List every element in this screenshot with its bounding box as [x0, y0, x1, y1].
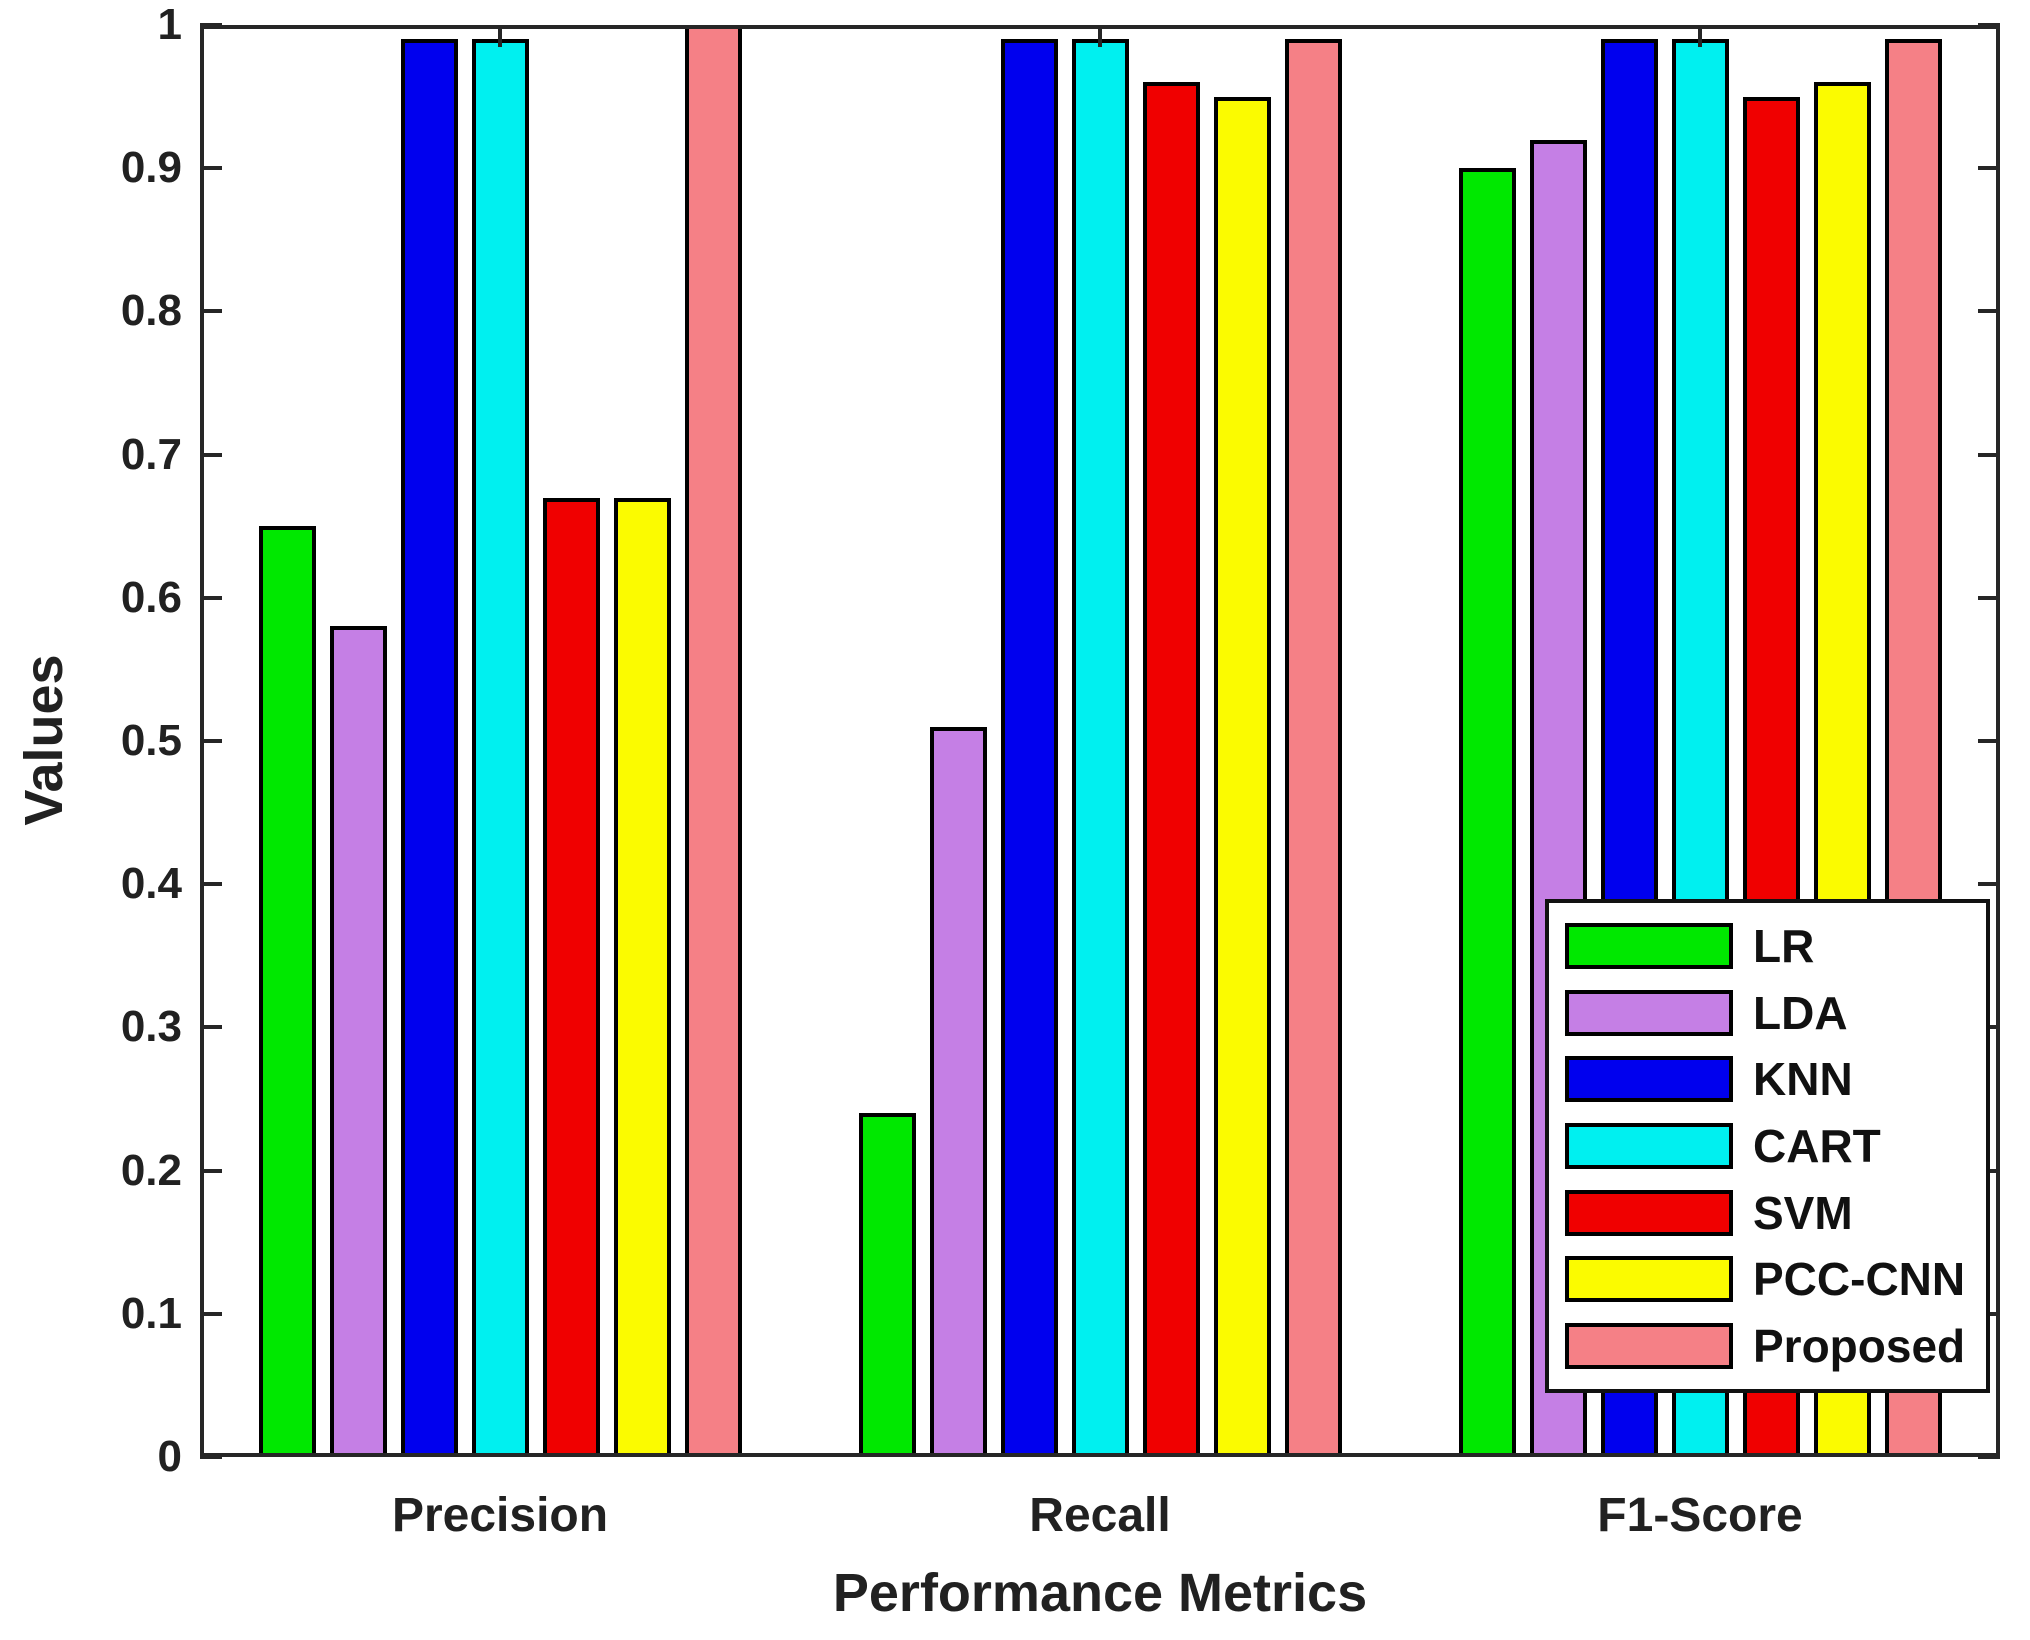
y-tick-left-0.8: [200, 309, 222, 314]
legend-label-pcc-cnn: PCC-CNN: [1753, 1253, 1966, 1306]
bar-lda-recall: [929, 726, 987, 1457]
y-tick-left-0.6: [200, 595, 222, 600]
bar-pcc-cnn-recall: [1213, 96, 1271, 1457]
x-tick-top-2: [1098, 25, 1102, 47]
legend-row-lr: LR: [1565, 921, 1978, 971]
legend-label-proposed: Proposed: [1753, 1319, 1966, 1372]
bar-proposed-precision: [684, 25, 742, 1457]
y-tick-label-0.5: 0.5: [120, 716, 182, 765]
y-tick-label-0.8: 0.8: [120, 286, 182, 336]
bar-svm-recall: [1142, 82, 1200, 1457]
legend-row-knn: KNN: [1565, 1054, 1978, 1104]
bar-pcc-cnn-precision: [613, 497, 671, 1457]
legend-swatch-pcc-cnn: [1565, 1256, 1733, 1303]
legend-label-cart: CART: [1753, 1119, 1881, 1172]
legend-swatch-lr: [1565, 923, 1733, 970]
y-tick-label-0.3: 0.3: [120, 1002, 182, 1052]
x-tick-top-3: [1698, 25, 1702, 47]
y-tick-label-0.4: 0.4: [120, 859, 182, 909]
y-tick-right-0: [1978, 1455, 2000, 1459]
legend-box: LR LDA KNN CART SVM PCC-CNN Proposed: [1545, 899, 1990, 1393]
y-tick-label-0.6: 0.6: [120, 572, 182, 622]
y-tick-left-0.7: [200, 452, 222, 457]
bar-lr-recall: [858, 1113, 916, 1457]
legend-row-pcc-cnn: PCC-CNN: [1565, 1254, 1978, 1304]
legend-row-lda: LDA: [1565, 988, 1978, 1038]
legend-label-lda: LDA: [1753, 986, 1848, 1039]
bar-lr-precision: [258, 526, 316, 1457]
y-tick-right-1: [1978, 23, 2000, 27]
x-tick-label-precision: Precision: [391, 1489, 609, 1542]
y-tick-right-0.8: [1978, 309, 2000, 314]
y-tick-label-0: 0: [157, 1432, 182, 1481]
bar-lr-f1-score: [1458, 168, 1516, 1457]
x-tick-top-1: [498, 25, 502, 47]
bar-cart-recall: [1071, 39, 1129, 1457]
y-tick-right-0.5: [1978, 739, 2000, 743]
legend-row-proposed: Proposed: [1565, 1321, 1978, 1371]
bar-knn-recall: [1000, 39, 1058, 1457]
y-tick-right-0.4: [1978, 882, 2000, 887]
legend-swatch-proposed: [1565, 1322, 1733, 1369]
bar-knn-precision: [400, 39, 458, 1457]
plot-area: [200, 23, 2000, 1459]
bar-lda-precision: [329, 626, 387, 1457]
bar-group-precision: [258, 25, 742, 1457]
bar-proposed-recall: [1284, 39, 1342, 1457]
legend-row-cart: CART: [1565, 1121, 1978, 1171]
y-tick-right-0.6: [1978, 595, 2000, 600]
y-tick-left-0.5: [200, 739, 222, 743]
y-tick-label-0.9: 0.9: [120, 143, 182, 193]
y-tick-left-0: [200, 1455, 222, 1459]
legend-label-svm: SVM: [1753, 1186, 1853, 1239]
legend-swatch-svm: [1565, 1189, 1733, 1236]
y-tick-label-0.1: 0.1: [120, 1288, 182, 1338]
x-tick-label-recall: Recall: [1029, 1489, 1171, 1542]
legend-swatch-lda: [1565, 989, 1733, 1036]
y-tick-right-0.9: [1978, 166, 2000, 171]
legend-row-svm: SVM: [1565, 1188, 1978, 1238]
y-tick-label-0.2: 0.2: [120, 1145, 182, 1195]
y-tick-left-0.2: [200, 1168, 222, 1173]
x-axis-label: Performance Metrics: [832, 1563, 1368, 1623]
legend-swatch-cart: [1565, 1122, 1733, 1169]
y-tick-left-0.3: [200, 1025, 222, 1030]
y-tick-label-0.7: 0.7: [120, 429, 182, 479]
legend-label-lr: LR: [1753, 920, 1815, 973]
y-tick-left-0.9: [200, 166, 222, 171]
bar-cart-precision: [471, 39, 529, 1457]
y-tick-left-0.4: [200, 882, 222, 887]
y-tick-left-1: [200, 23, 222, 27]
y-tick-right-0.7: [1978, 452, 2000, 457]
legend-label-knn: KNN: [1753, 1053, 1853, 1106]
bar-group-recall: [858, 25, 1342, 1457]
bar-svm-precision: [542, 497, 600, 1457]
legend-swatch-knn: [1565, 1056, 1733, 1103]
y-tick-label-1: 1: [157, 0, 182, 49]
x-tick-label-f1-score: F1-Score: [1597, 1489, 1803, 1542]
y-tick-left-0.1: [200, 1311, 222, 1316]
